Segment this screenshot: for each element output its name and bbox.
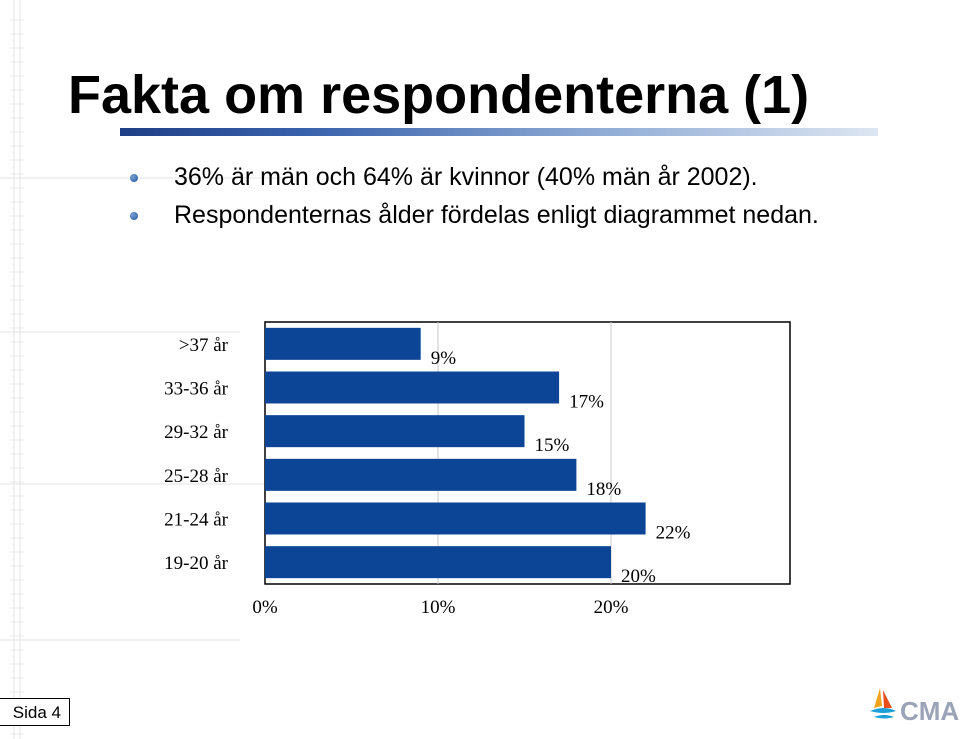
bar-29-32 år (265, 415, 525, 448)
bullet-text: 36% är män och 64% är kvinnor (40% män å… (174, 163, 758, 191)
category-label: 29-32 år (164, 422, 229, 443)
data-label: 9% (431, 348, 457, 369)
bar-19-20 år (265, 546, 611, 579)
x-tick-label: 10% (421, 597, 456, 618)
bar-25-28 år (265, 458, 577, 491)
bar-33-36 år (265, 371, 560, 404)
category-label: 21-24 år (164, 510, 229, 531)
plot-area-frame (264, 321, 791, 585)
category-label: >37 år (179, 335, 229, 356)
cma-logo: CMA (870, 688, 959, 726)
bullet-item: 36% är män och 64% är kvinnor (40% män å… (128, 160, 828, 194)
bullet-list: 36% är män och 64% är kvinnor (40% män å… (128, 160, 828, 236)
title-underline (120, 128, 878, 136)
category-label: 25-28 år (164, 466, 229, 487)
bar->37 år (265, 327, 421, 360)
bullet-item: Respondenternas ålder fördelas enligt di… (128, 198, 828, 232)
data-label: 20% (621, 566, 656, 587)
data-label: 22% (656, 523, 691, 544)
category-label: 33-36 år (164, 379, 229, 400)
page-number: Sida 4 (0, 698, 70, 726)
page-title: Fakta om respondenterna (1) (68, 65, 810, 125)
bullet-dot-icon (130, 174, 138, 182)
bullet-dot-icon (130, 212, 138, 220)
data-label: 17% (569, 392, 604, 413)
x-tick-label: 0% (252, 597, 278, 618)
category-label: 19-20 år (164, 553, 229, 574)
svg-text:CMA: CMA (900, 696, 959, 726)
data-label: 18% (586, 479, 621, 500)
x-tick-label: 20% (594, 597, 629, 618)
bullet-text: Respondenternas ålder fördelas enligt di… (174, 201, 819, 229)
bar-21-24 år (265, 502, 646, 535)
data-label: 15% (535, 435, 570, 456)
